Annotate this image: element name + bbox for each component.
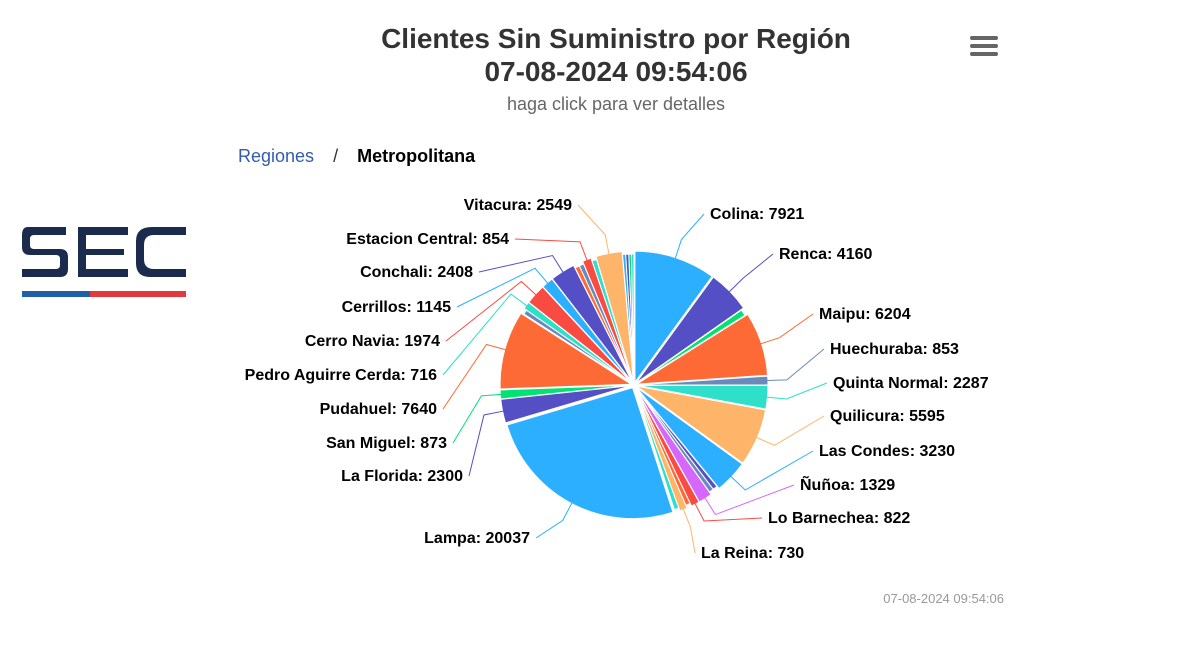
data-label-lo-barnechea[interactable]: Lo Barnechea: 822 [768,510,910,527]
pie-slice-segment-2[interactable] [633,309,746,386]
breadcrumb-current: Metropolitana [357,146,476,166]
data-label-quilicura[interactable]: Quilicura: 5595 [830,408,945,425]
breadcrumb: Regiones / Metropolitana [238,146,475,167]
data-label-la-reina[interactable]: La Reina: 730 [701,545,804,562]
sec-logo [22,227,186,297]
connector-estacion-central [514,238,588,261]
connector-pedro-aguirre-cerda [442,293,528,376]
connector-colina [674,213,705,259]
data-label-las-condes[interactable]: Las Condes: 3230 [819,443,955,460]
menu-line [970,44,998,48]
data-label-estacion-central[interactable]: Estacion Central: 854 [346,231,509,248]
data-label-pedro-aguirre-cerda[interactable]: Pedro Aguirre Cerda: 716 [245,367,437,384]
data-label-huechuraba[interactable]: Huechuraba: 853 [830,341,959,358]
data-label-lampa[interactable]: Lampa: 20037 [424,530,530,547]
connector-maipu [760,313,814,345]
data-label-colina[interactable]: Colina: 7921 [710,206,804,223]
chart-subtitle: haga click para ver detalles [506,94,726,114]
data-label-conchali[interactable]: Conchali: 2408 [360,264,473,281]
data-label-pudahuel[interactable]: Pudahuel: 7640 [320,401,437,418]
connector-san-miguel [452,393,502,444]
hamburger-menu-icon[interactable] [970,36,998,58]
connector-conchali [478,254,564,273]
connector-cerrillos [456,267,549,308]
connector-nunoa [704,484,795,516]
data-label-nunoa[interactable]: Ñuñoa: 1329 [800,474,895,494]
chart-title: Clientes Sin Suministro por Región 07-08… [0,22,1198,88]
data-label-la-florida[interactable]: La Florida: 2300 [341,468,463,485]
connector-vitacura [577,204,610,255]
menu-line [970,52,998,56]
connector-huechuraba [766,348,825,382]
connector-pudahuel [442,343,506,410]
connector-la-reina [682,508,696,554]
pie-slice-segment-32[interactable] [630,253,635,386]
connector-las-condes [730,450,814,491]
data-label-maipu[interactable]: Maipu: 6204 [819,306,911,323]
pie-slice-segment-14[interactable] [633,384,680,511]
chart-title-text: Clientes Sin Suministro por Región [381,23,851,54]
data-label-san-miguel[interactable]: San Miguel: 873 [326,435,447,452]
footer-timestamp: 07-08-2024 09:54:06 [883,591,1004,606]
data-label-cerrillos[interactable]: Cerrillos: 1145 [342,299,452,316]
data-label-renca[interactable]: Renca: 4160 [779,246,872,263]
data-label-cerro-navia[interactable]: Cerro Navia: 1974 [305,333,440,350]
data-label-quinta-normal[interactable]: Quinta Normal: 2287 [833,375,989,392]
data-label-vitacura[interactable]: Vitacura: 2549 [464,197,572,214]
connector-quinta-normal [766,382,828,400]
connector-cerro-navia [445,280,537,342]
breadcrumb-separator: / [333,146,339,166]
connector-lo-barnechea [694,503,763,522]
breadcrumb-link-regiones[interactable]: Regiones [238,146,315,166]
connector-renca [728,253,774,293]
connector-lampa [535,502,573,539]
connector-la-florida [468,410,504,477]
menu-line [970,36,998,40]
chart-title-datetime: 07-08-2024 09:54:06 [484,56,748,87]
connector-quilicura [756,415,825,446]
